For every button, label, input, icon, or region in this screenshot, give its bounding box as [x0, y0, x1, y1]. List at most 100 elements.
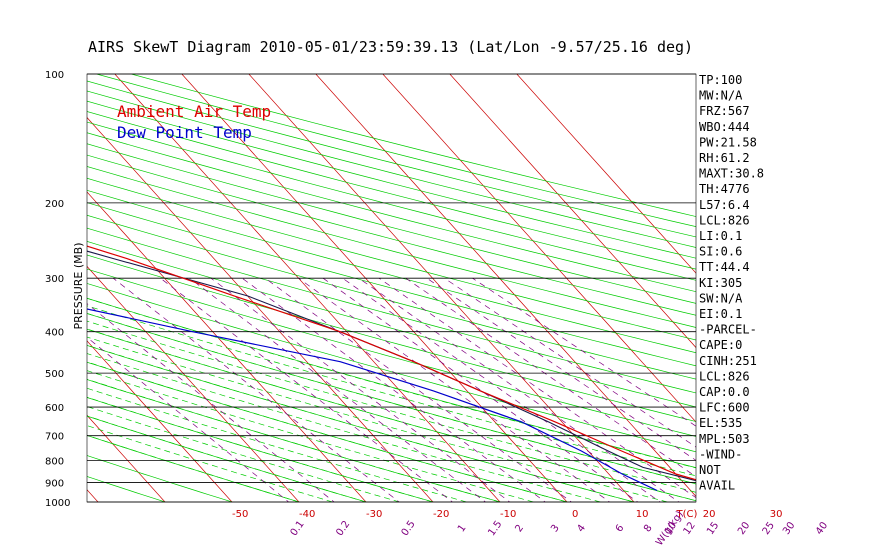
index-label: FRZ:567: [699, 104, 750, 118]
mixing-ratio-line: [322, 277, 639, 502]
index-label: KI:305: [699, 276, 742, 290]
index-label: SI:0.6: [699, 245, 742, 259]
moist-adiabat: [87, 396, 434, 502]
mixing-ratio-tick-label: 3: [549, 523, 562, 535]
bottom-temp-tick-label: 0: [572, 509, 578, 520]
mixing-ratio-tick-label: 1.5: [486, 519, 504, 538]
mixing-ratio-line: [298, 277, 611, 502]
index-label: LFC:600: [699, 401, 750, 415]
mixing-ratio-tick-label: 30: [781, 520, 797, 537]
dry-adiabat: [87, 254, 696, 422]
dry-adiabat: [87, 397, 435, 502]
mixing-ratio-line: [342, 277, 661, 502]
mixing-ratio-line: [426, 277, 696, 461]
mixing-ratio-line: [405, 277, 696, 478]
ambient-temp-curve: [87, 245, 696, 481]
mixing-ratio-line: [87, 303, 335, 502]
isotherm: [382, 74, 696, 423]
mixing-ratio-line: [358, 277, 680, 502]
dry-adiabat: [87, 476, 167, 502]
pressure-tick-label: 600: [45, 403, 64, 414]
dry-adiabat: [87, 227, 696, 394]
legend-dewpoint: Dew Point Temp: [117, 123, 252, 142]
dry-adiabat: [87, 166, 696, 328]
isotherm: [0, 74, 39, 511]
dry-adiabat: [87, 111, 696, 270]
pressure-tick-label: 200: [45, 199, 64, 210]
dry-adiabat: [87, 455, 234, 502]
mixing-ratio-tick-label: 20: [736, 520, 752, 537]
moist-adiabat: [87, 387, 467, 502]
dewpoint-curve: [87, 308, 658, 492]
bottom-temp-tick-label: 20: [703, 509, 716, 520]
index-label: CAP:0.0: [699, 385, 750, 399]
bottom-temp-tick-label: -50: [232, 509, 248, 520]
legend-ambient: Ambient Air Temp: [117, 102, 271, 121]
mixing-ratio-line: [160, 277, 454, 502]
isotherm: [449, 74, 696, 349]
isotherm: [248, 74, 635, 502]
index-label: AVAIL: [699, 479, 735, 493]
index-label: TT:44.4: [699, 260, 750, 274]
index-label: EI:0.1: [699, 307, 742, 321]
index-label: MAXT:30.8: [699, 167, 764, 181]
mixing-ratio-tick-label: 2: [514, 523, 527, 535]
moist-adiabat: [87, 425, 333, 502]
dry-adiabat: [87, 189, 696, 354]
mixing-ratio-line: [87, 336, 290, 502]
dry-adiabat: [87, 143, 696, 304]
bottom-temp-tick-label: 30: [770, 509, 783, 520]
index-label: L57:6.4: [699, 198, 750, 212]
mixing-ratio-line: [189, 277, 487, 502]
index-label: -PARCEL-: [699, 323, 757, 337]
index-label: -WIND-: [699, 447, 742, 461]
bottom-temp-tick-label: -20: [433, 509, 449, 520]
mixing-ratio-tick-label: 15: [705, 520, 721, 537]
pressure-tick-label: 1000: [45, 498, 70, 509]
dry-adiabat: [87, 132, 696, 293]
isotherm: [516, 74, 696, 274]
chart-title: AIRS SkewT Diagram 2010-05-01/23:59:39.1…: [88, 38, 693, 56]
bottom-temp-tick-label: T(C): [676, 509, 698, 520]
isotherm: [87, 265, 300, 502]
index-label: TH:4776: [699, 182, 750, 196]
mixing-ratio-tick-label: 0.2: [334, 519, 352, 538]
moist-adiabat: [87, 305, 696, 477]
mixing-ratio-line: [113, 277, 400, 502]
isotherm: [181, 74, 568, 502]
index-label: PW:21.58: [699, 135, 757, 149]
y-axis-label: PRESSURE (MB): [72, 243, 85, 330]
dry-adiabat: [87, 100, 696, 259]
profiles: [87, 245, 696, 492]
dry-adiabat: [87, 214, 696, 380]
index-label: EL:535: [699, 416, 742, 430]
moist-adiabat: [87, 415, 367, 502]
plot-frame: [86, 73, 697, 503]
mixing-ratio-tick-label: 0.1: [289, 519, 307, 538]
dry-adiabat: [87, 177, 696, 341]
mixing-ratio-tick-label: 8: [642, 523, 655, 535]
isotherm: [87, 117, 434, 502]
moist-adiabat: [87, 328, 696, 502]
moist-adiabat: [87, 361, 568, 502]
dry-adiabat: [87, 345, 636, 502]
pressure-tick-label: 100: [45, 70, 64, 81]
bottom-temp-tick-label: -40: [299, 509, 315, 520]
mixing-ratio-tick-label: W(g/kg): [654, 509, 686, 548]
moist-adiabat: [87, 434, 300, 502]
index-label: CAPE:0: [699, 338, 742, 352]
dry-adiabat: [87, 121, 696, 281]
bottom-temp-tick-label: -30: [366, 509, 382, 520]
mixing-ratio-line: [242, 277, 546, 502]
index-label: WBO:444: [699, 120, 750, 134]
dry-adiabat: [87, 154, 696, 316]
mixing-ratio-line: [210, 277, 511, 502]
pressure-tick-label: 400: [45, 328, 64, 339]
mixing-ratio-line: [378, 277, 696, 499]
isotherm: [87, 340, 233, 502]
mixing-ratio-tick-label: 25: [761, 520, 777, 537]
parcel-curve: [87, 250, 696, 482]
pressure-tick-label: 500: [45, 369, 64, 380]
